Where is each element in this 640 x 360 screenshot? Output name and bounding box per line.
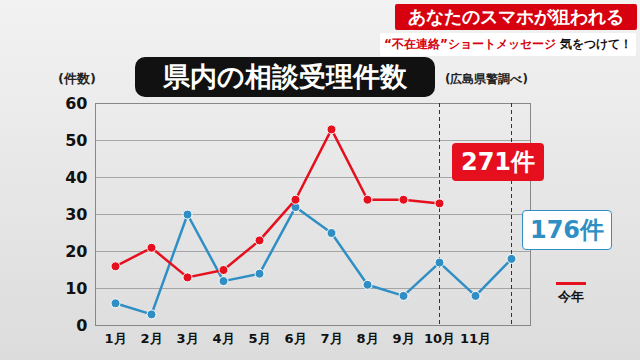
svg-text:10月: 10月 — [424, 331, 455, 346]
svg-text:40: 40 — [65, 168, 87, 187]
svg-text:8月: 8月 — [356, 331, 378, 346]
html-text:176件: 176件 — [529, 216, 604, 244]
html-text:県内の相談受理件数: 県内の相談受理件数 — [163, 61, 407, 92]
svg-text:6月: 6月 — [284, 331, 306, 346]
html-text:(広島県警調べ): (広島県警調べ) — [445, 72, 528, 86]
html-text:あなたのスマホが狙われる: あなたのスマホが狙われる — [408, 6, 624, 27]
svg-text:50: 50 — [65, 131, 87, 150]
svg-text:60: 60 — [65, 94, 87, 113]
svg-text:2月: 2月 — [140, 331, 162, 346]
svg-text:11月: 11月 — [460, 331, 491, 346]
svg-text:4月: 4月 — [212, 331, 234, 346]
html-text:今年: 今年 — [558, 289, 584, 304]
svg-text:10: 10 — [65, 279, 87, 298]
svg-text:30: 30 — [65, 205, 87, 224]
svg-text:0: 0 — [76, 316, 87, 335]
svg-text:5月: 5月 — [248, 331, 270, 346]
svg-text:7月: 7月 — [320, 331, 342, 346]
html-text:271件: 271件 — [460, 148, 535, 176]
html-text:“不在連絡”ショートメッセージ気をつけて！: “不在連絡”ショートメッセージ気をつけて！ — [384, 37, 632, 51]
svg-text:3月: 3月 — [176, 331, 198, 346]
svg-text:20: 20 — [65, 242, 87, 261]
svg-text:9月: 9月 — [392, 331, 414, 346]
html-text:(件数): (件数) — [58, 71, 96, 86]
svg-text:1月: 1月 — [104, 331, 126, 346]
